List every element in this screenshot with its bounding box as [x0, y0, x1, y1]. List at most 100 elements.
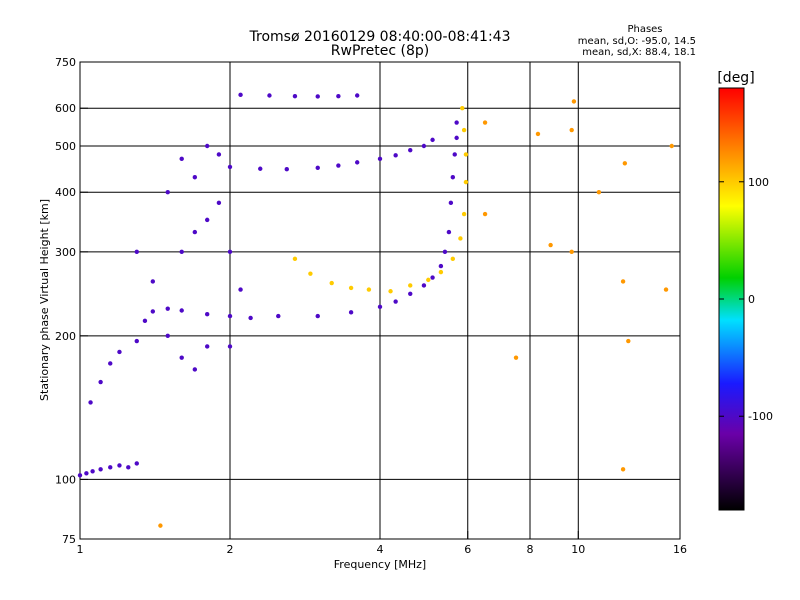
data-point — [620, 279, 626, 284]
data-point — [134, 461, 139, 466]
y-tick-label: 400 — [55, 186, 76, 199]
data-point — [98, 467, 103, 472]
y-tick-label: 100 — [55, 473, 76, 486]
data-point — [408, 283, 413, 288]
colorbar-tick-label: 0 — [748, 293, 755, 306]
data-point — [421, 283, 427, 288]
data-point — [292, 256, 298, 262]
data-point — [354, 93, 360, 98]
data-point — [438, 263, 444, 269]
data-point — [663, 287, 669, 292]
data-point — [77, 473, 83, 478]
data-point — [596, 190, 602, 195]
stats-heading: Phases — [627, 24, 662, 35]
data-point — [284, 167, 289, 172]
data-point — [142, 318, 148, 324]
data-point — [216, 152, 222, 157]
data-point — [308, 271, 313, 276]
data-point — [571, 99, 577, 104]
data-point — [248, 315, 253, 321]
data-point — [315, 94, 320, 99]
data-point — [408, 291, 413, 296]
data-point — [134, 338, 139, 344]
data-point — [377, 304, 383, 310]
data-point — [192, 175, 198, 180]
data-point — [463, 179, 469, 185]
x-tick-label: 2 — [227, 543, 234, 556]
data-point — [329, 280, 334, 286]
y-axis-label: Stationary phase Virtual Height [km] — [38, 199, 51, 401]
x-tick-label: 8 — [527, 543, 534, 556]
data-point — [98, 379, 103, 385]
data-point — [158, 523, 163, 528]
data-points — [77, 92, 674, 528]
data-point — [204, 311, 210, 317]
data-point — [108, 465, 113, 470]
data-point — [336, 93, 341, 99]
colorbar-tick-label: 100 — [748, 176, 769, 189]
data-point — [452, 152, 457, 157]
stats-o-mode: mean, sd,O: -95.0, 14.5 — [578, 36, 696, 47]
data-point — [430, 275, 435, 280]
data-point — [408, 147, 413, 153]
data-point — [204, 143, 210, 149]
data-point — [227, 313, 233, 319]
data-point — [454, 135, 459, 141]
colorbar-tick-label: -100 — [748, 410, 773, 423]
data-point — [117, 463, 122, 468]
data-point — [165, 306, 170, 311]
y-tick-label: 500 — [55, 140, 76, 153]
colorbar-ticks: 100 0 -100 — [719, 176, 773, 423]
data-point — [179, 249, 184, 255]
x-axis-label: Frequency [MHz] — [334, 558, 426, 571]
data-point — [460, 106, 465, 111]
data-point — [204, 344, 210, 349]
data-point — [463, 152, 469, 157]
y-tick-label: 300 — [55, 246, 76, 259]
data-point — [84, 471, 89, 476]
data-point — [126, 465, 131, 470]
y-tick-label: 75 — [62, 533, 76, 546]
data-point — [393, 153, 398, 158]
data-point — [388, 289, 393, 294]
data-point — [204, 217, 210, 223]
data-point — [442, 249, 448, 255]
data-point — [134, 249, 139, 255]
data-point — [336, 163, 341, 168]
x-axis-ticks: 1 2 4 6 8 10 16 — [77, 531, 687, 556]
x-tick-label: 4 — [377, 543, 384, 556]
data-point — [227, 344, 233, 349]
data-point — [535, 131, 541, 137]
y-tick-label: 200 — [55, 330, 76, 343]
data-point — [482, 211, 488, 217]
data-point — [454, 120, 459, 125]
data-point — [315, 313, 320, 319]
data-point — [348, 310, 354, 315]
data-point — [238, 92, 243, 98]
data-point — [430, 137, 435, 143]
data-point — [227, 164, 233, 170]
y-tick-label: 600 — [55, 102, 76, 115]
data-point — [438, 269, 444, 275]
y-axis-ticks: 75 100 200 300 400 500 600 750 — [55, 56, 88, 546]
chart-title: Tromsø 20160129 08:40:00-08:41:43 — [249, 29, 511, 45]
data-point — [513, 355, 519, 360]
data-point — [150, 309, 156, 314]
stats-x-mode: mean, sd,X: 88.4, 18.1 — [582, 47, 696, 58]
data-point — [377, 156, 383, 162]
data-point — [179, 355, 184, 360]
data-point — [117, 349, 122, 355]
data-point — [227, 249, 233, 255]
chart-subtitle: RwPretec (8p) — [331, 43, 429, 59]
data-point — [258, 166, 263, 171]
data-point — [348, 285, 354, 291]
data-point — [461, 127, 467, 133]
x-tick-label: 16 — [673, 543, 687, 556]
data-point — [626, 338, 631, 344]
data-point — [426, 277, 431, 283]
data-point — [179, 308, 184, 313]
data-point — [292, 93, 298, 99]
data-point — [88, 400, 93, 405]
data-point — [165, 333, 170, 339]
